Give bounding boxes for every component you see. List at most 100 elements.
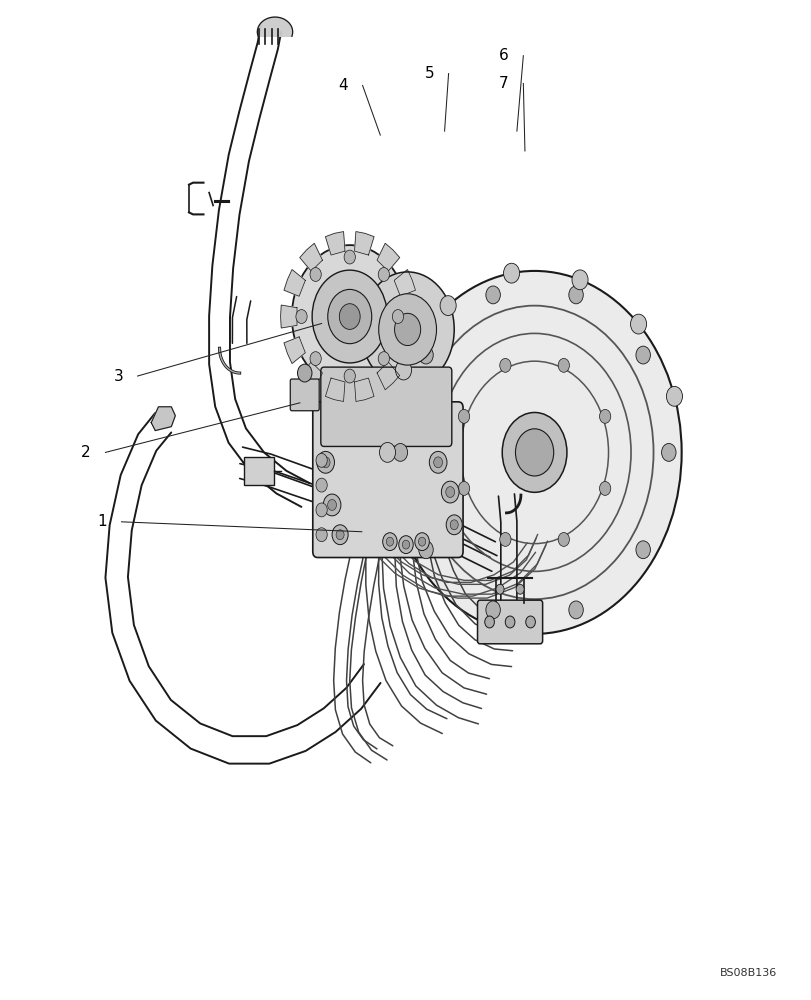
Circle shape	[386, 537, 393, 546]
Circle shape	[323, 494, 341, 516]
Text: 3: 3	[114, 369, 123, 384]
Circle shape	[378, 294, 436, 365]
Circle shape	[504, 616, 514, 628]
Bar	[243, 457, 274, 485]
Polygon shape	[354, 232, 374, 255]
Circle shape	[344, 369, 355, 383]
Circle shape	[315, 528, 327, 542]
Circle shape	[395, 360, 411, 380]
Circle shape	[315, 453, 327, 467]
Circle shape	[418, 346, 433, 364]
Circle shape	[485, 601, 500, 619]
Circle shape	[394, 313, 420, 346]
Circle shape	[458, 482, 469, 495]
Circle shape	[315, 503, 327, 517]
Polygon shape	[393, 270, 415, 296]
Circle shape	[398, 536, 413, 554]
Circle shape	[310, 268, 321, 281]
Circle shape	[445, 515, 461, 535]
Circle shape	[361, 272, 453, 387]
Circle shape	[339, 304, 360, 329]
Circle shape	[382, 533, 397, 551]
Circle shape	[502, 412, 566, 492]
Circle shape	[328, 289, 371, 344]
Circle shape	[484, 616, 494, 628]
Text: 7: 7	[499, 76, 508, 91]
Circle shape	[295, 310, 307, 323]
Circle shape	[332, 525, 348, 545]
Circle shape	[458, 409, 469, 423]
Circle shape	[310, 352, 321, 366]
Circle shape	[661, 443, 676, 461]
Circle shape	[433, 457, 442, 468]
Circle shape	[418, 537, 425, 546]
Polygon shape	[325, 232, 345, 255]
Circle shape	[515, 429, 553, 476]
FancyBboxPatch shape	[290, 379, 319, 411]
Text: 6: 6	[499, 48, 508, 63]
Circle shape	[499, 358, 510, 372]
Circle shape	[378, 352, 389, 366]
Text: 1: 1	[97, 514, 107, 529]
Polygon shape	[299, 243, 322, 271]
Circle shape	[414, 533, 429, 551]
Text: 4: 4	[338, 78, 348, 93]
Polygon shape	[284, 337, 305, 364]
Circle shape	[569, 286, 582, 304]
Circle shape	[503, 263, 519, 283]
Circle shape	[630, 314, 646, 334]
Circle shape	[599, 409, 610, 423]
Circle shape	[441, 481, 458, 503]
Polygon shape	[402, 305, 418, 328]
Circle shape	[392, 310, 403, 323]
Circle shape	[379, 442, 395, 462]
Polygon shape	[284, 270, 305, 296]
Circle shape	[571, 270, 587, 290]
Circle shape	[525, 616, 534, 628]
Circle shape	[393, 443, 407, 461]
Circle shape	[378, 268, 389, 281]
Polygon shape	[354, 378, 374, 401]
Circle shape	[402, 540, 409, 549]
Circle shape	[429, 451, 446, 473]
Circle shape	[557, 358, 569, 372]
Circle shape	[635, 541, 650, 559]
Circle shape	[569, 601, 582, 619]
Circle shape	[344, 250, 355, 264]
Circle shape	[599, 482, 610, 495]
Circle shape	[557, 532, 569, 546]
Polygon shape	[393, 337, 415, 364]
FancyBboxPatch shape	[320, 367, 451, 446]
Polygon shape	[376, 362, 399, 390]
Circle shape	[496, 584, 504, 594]
Circle shape	[418, 541, 433, 559]
Polygon shape	[299, 362, 322, 390]
Text: BS08B136: BS08B136	[719, 968, 776, 978]
Polygon shape	[151, 407, 175, 431]
Circle shape	[387, 271, 680, 634]
Circle shape	[311, 270, 387, 363]
Circle shape	[516, 584, 523, 594]
Circle shape	[297, 364, 311, 382]
Circle shape	[316, 451, 334, 473]
Circle shape	[485, 286, 500, 304]
Polygon shape	[376, 243, 399, 271]
Circle shape	[336, 530, 344, 540]
Polygon shape	[257, 17, 292, 36]
Circle shape	[328, 500, 336, 510]
Circle shape	[499, 532, 510, 546]
Circle shape	[315, 478, 327, 492]
Text: 5: 5	[424, 66, 434, 81]
Circle shape	[449, 520, 457, 530]
Circle shape	[321, 457, 329, 468]
Circle shape	[291, 245, 407, 388]
Circle shape	[445, 487, 454, 498]
Circle shape	[666, 386, 682, 406]
FancyBboxPatch shape	[312, 402, 462, 558]
Text: 2: 2	[81, 445, 91, 460]
Polygon shape	[281, 305, 297, 328]
FancyBboxPatch shape	[477, 600, 542, 644]
Circle shape	[635, 346, 650, 364]
Polygon shape	[325, 378, 345, 401]
Circle shape	[440, 296, 456, 316]
